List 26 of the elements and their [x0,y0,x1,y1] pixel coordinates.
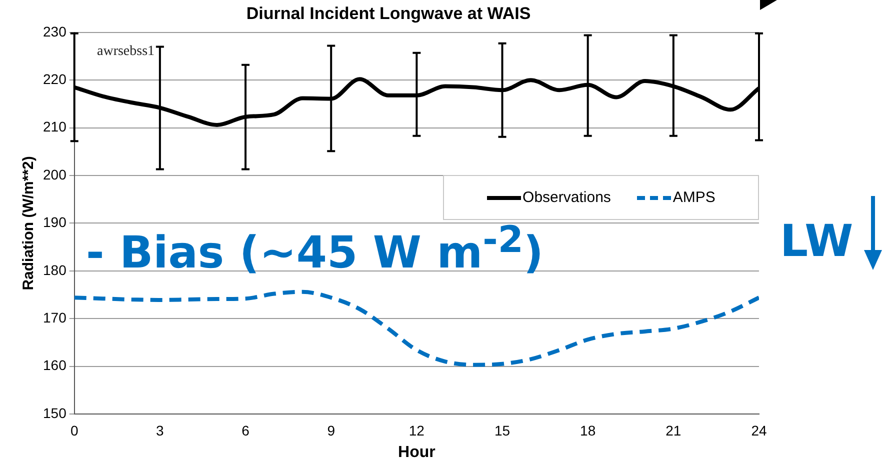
y-tick-label: 160 [43,357,67,374]
y-tick-label: 210 [43,118,67,135]
y-axis-title: Radiation (W/m**2) [20,156,38,290]
y-tick-label: 220 [43,70,67,87]
x-tick-label: 0 [70,422,78,438]
x-tick-label: 21 [666,422,682,438]
x-axis-title: Hour [398,444,436,461]
x-tick-label: 6 [242,422,250,438]
x-tick-label: 9 [327,422,336,438]
x-tick-label: 12 [408,422,425,438]
text: LW [780,216,854,267]
y-tick-label: 200 [43,166,67,182]
x-tick-label: 3 [156,422,164,438]
x-tick-label: 24 [751,422,767,438]
annotation: awrsebss1 [97,44,155,60]
y-tick-label: 150 [43,404,67,421]
annotation: - Bias (~45 W m$^{-2}$) [86,218,544,279]
y-tick-label: 170 [43,309,67,326]
y-tick-label: 180 [43,262,67,278]
x-tick-label: 18 [580,422,596,438]
x-tick-label: 15 [494,422,510,438]
legend-label: Observations [522,189,611,206]
y-tick-label: 230 [43,23,67,40]
y-tick-label: 190 [43,214,67,230]
legend-label: AMPS [672,189,716,206]
chart-title: Diurnal Incident Longwave at WAIS [246,4,531,23]
